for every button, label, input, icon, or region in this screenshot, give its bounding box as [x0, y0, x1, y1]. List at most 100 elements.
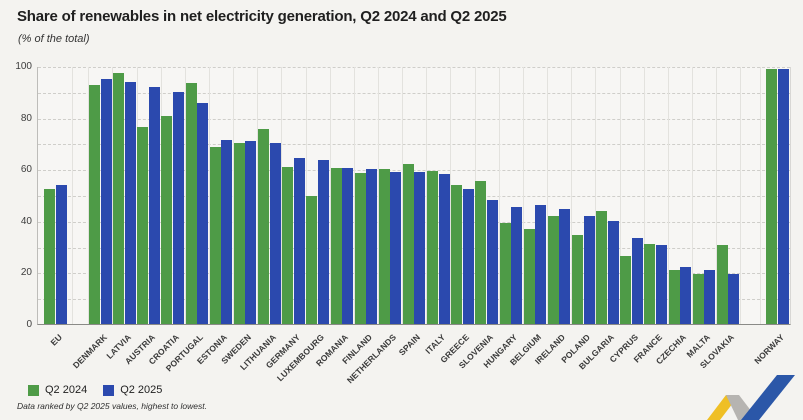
- h-gridline: [38, 170, 790, 172]
- bar-sweden-q2-2024: [233, 143, 245, 324]
- bar-france-q2-2024: [644, 244, 656, 324]
- bar-romania-q2-2025: [342, 167, 353, 324]
- v-gridline: [88, 67, 90, 324]
- y-tick-label: 80: [20, 112, 32, 124]
- bar-sweden-q2-2025: [245, 140, 257, 324]
- v-gridline: [257, 67, 259, 324]
- bar-luxembourg-q2-2025: [317, 160, 329, 324]
- bar-estonia-q2-2024: [209, 147, 221, 324]
- bar-malta-q2-2025: [704, 269, 716, 324]
- v-gridline: [233, 67, 235, 324]
- bar-slovakia-q2-2024: [716, 245, 728, 324]
- v-gridline: [595, 67, 597, 324]
- h-gridline: [38, 221, 790, 223]
- chart-subtitle: (% of the total): [18, 33, 90, 45]
- bar-cyprus-q2-2024: [620, 255, 632, 324]
- bar-slovenia-q2-2024: [475, 180, 487, 324]
- legend-swatch-blue: [103, 384, 115, 396]
- bar-czechia-q2-2025: [680, 267, 692, 324]
- h-gridline: [38, 299, 790, 301]
- bar-romania-q2-2024: [330, 167, 342, 324]
- v-gridline: [136, 67, 138, 324]
- h-gridline: [38, 118, 790, 120]
- v-gridline: [160, 67, 162, 324]
- bar-germany-q2-2025: [293, 157, 305, 324]
- bar-france-q2-2025: [655, 245, 667, 324]
- bar-hungary-q2-2025: [511, 206, 523, 324]
- bar-netherlands-q2-2025: [390, 171, 402, 324]
- bar-italy-q2-2024: [427, 170, 439, 324]
- h-gridline: [38, 273, 790, 275]
- v-gridline: [643, 67, 645, 324]
- bar-hungary-q2-2024: [499, 223, 511, 324]
- bar-eu-q2-2024: [44, 188, 55, 324]
- legend-item-q2-2025: Q2 2025: [103, 384, 162, 396]
- bar-netherlands-q2-2024: [378, 169, 390, 324]
- v-gridline: [378, 67, 379, 324]
- bar-latvia-q2-2024: [113, 72, 125, 324]
- bar-greece-q2-2024: [451, 184, 463, 324]
- bar-spain-q2-2024: [402, 164, 414, 324]
- v-gridline: [571, 67, 573, 324]
- v-gridline: [691, 67, 693, 324]
- bar-germany-q2-2024: [282, 166, 294, 324]
- bar-spain-q2-2025: [414, 171, 426, 324]
- v-gridline: [184, 67, 186, 324]
- bar-portugal-q2-2024: [185, 82, 197, 324]
- v-gridline: [740, 67, 742, 324]
- v-gridline: [619, 67, 621, 324]
- y-tick-label: 100: [15, 61, 32, 72]
- bar-ireland-q2-2025: [559, 209, 571, 324]
- y-tick-label: 20: [20, 267, 32, 279]
- v-gridline: [450, 67, 452, 324]
- bar-czechia-q2-2024: [668, 269, 680, 324]
- bar-estonia-q2-2025: [221, 139, 233, 324]
- y-tick-label: 60: [20, 164, 32, 176]
- v-gridline: [522, 67, 524, 324]
- bar-bulgaria-q2-2024: [596, 210, 608, 324]
- h-gridline: [38, 196, 790, 197]
- bar-portugal-q2-2025: [197, 103, 209, 324]
- v-gridline: [716, 67, 718, 324]
- v-gridline: [474, 67, 476, 324]
- legend-label: Q2 2025: [120, 384, 163, 396]
- bar-norway-q2-2025: [777, 68, 789, 324]
- bar-finland-q2-2024: [354, 173, 366, 324]
- bar-slovakia-q2-2025: [728, 273, 740, 324]
- bar-denmark-q2-2025: [100, 78, 112, 324]
- v-gridline: [208, 67, 210, 324]
- bar-poland-q2-2025: [583, 215, 595, 324]
- ranking-footnote: Data ranked by Q2 2025 values, highest t…: [17, 401, 207, 411]
- bar-belgium-q2-2024: [523, 228, 535, 324]
- v-gridline: [281, 67, 283, 324]
- h-gridline: [38, 92, 790, 94]
- v-gridline: [402, 67, 404, 324]
- bar-austria-q2-2025: [148, 86, 160, 324]
- bar-lithuania-q2-2025: [269, 143, 281, 324]
- bar-finland-q2-2025: [366, 169, 378, 324]
- bar-denmark-q2-2024: [89, 85, 100, 324]
- bar-latvia-q2-2025: [124, 81, 136, 324]
- v-gridline: [353, 67, 355, 324]
- bar-italy-q2-2025: [438, 174, 450, 324]
- v-gridline: [426, 67, 428, 324]
- bar-norway-q2-2024: [766, 68, 777, 324]
- bar-croatia-q2-2025: [172, 91, 184, 324]
- h-gridline: [38, 67, 790, 68]
- v-gridline: [112, 67, 114, 324]
- v-gridline: [760, 67, 761, 324]
- v-gridline: [329, 67, 331, 324]
- y-tick-label: 0: [26, 319, 32, 330]
- y-tick-label: 40: [20, 215, 32, 227]
- bar-austria-q2-2024: [137, 126, 149, 324]
- bar-slovenia-q2-2025: [486, 200, 498, 324]
- v-gridline: [71, 67, 73, 324]
- bar-lithuania-q2-2024: [258, 129, 270, 324]
- legend-label: Q2 2024: [45, 384, 88, 396]
- page-title: Share of renewables in net electricity g…: [17, 8, 507, 25]
- v-gridline: [498, 67, 500, 324]
- bar-belgium-q2-2025: [535, 205, 547, 324]
- v-gridline: [305, 67, 307, 324]
- bar-poland-q2-2024: [572, 235, 583, 324]
- v-gridline: [547, 67, 549, 324]
